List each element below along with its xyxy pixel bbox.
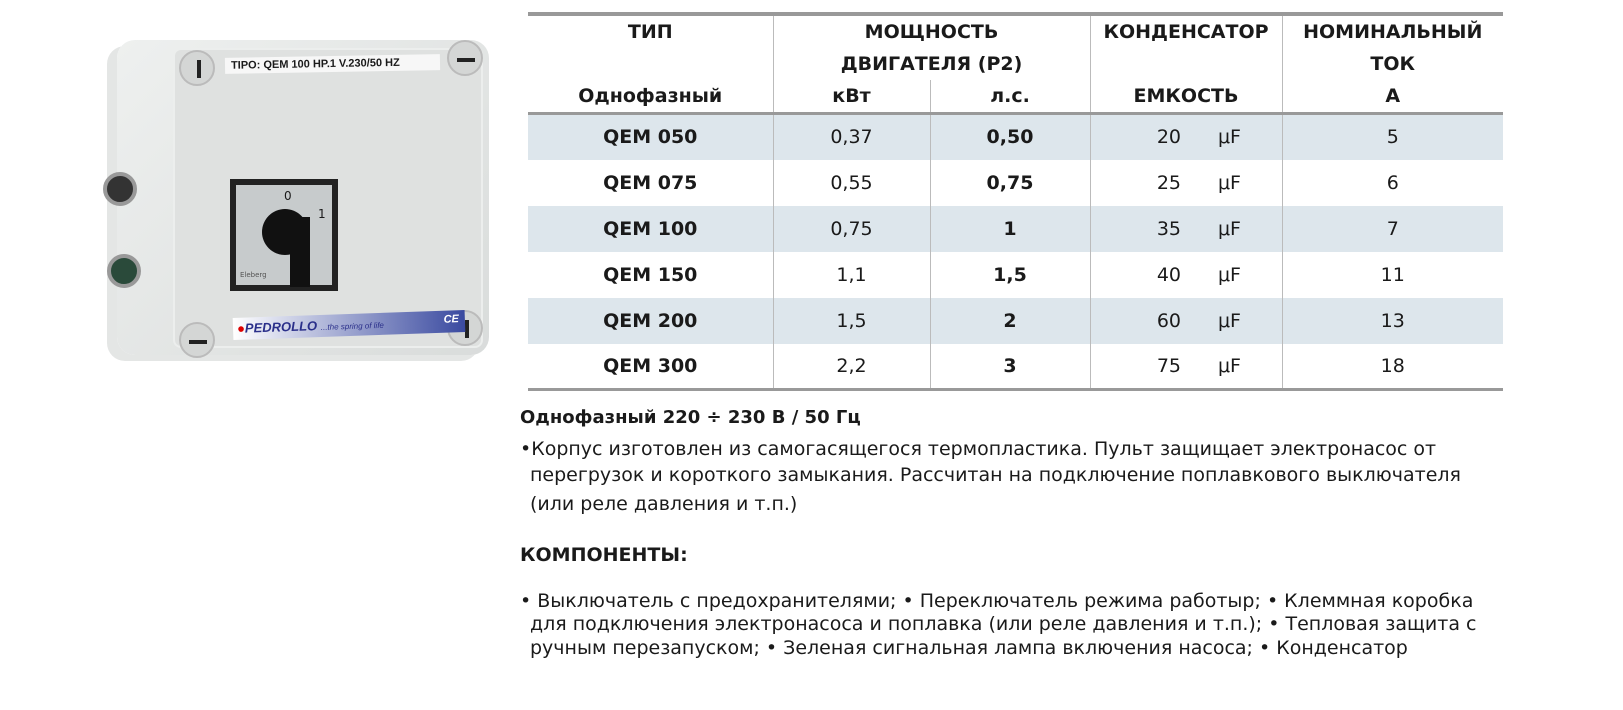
header-current-2: ТОК (1281, 48, 1503, 80)
header-power: МОЩНОСТЬ (772, 14, 1090, 48)
cell-hp: 2 (929, 297, 1090, 344)
cap-unit: μF (1217, 126, 1241, 149)
spec-table: ТИП МОЩНОСТЬ КОНДЕНСАТОР НОМИНАЛЬНЫЙ ДВИ… (528, 12, 1503, 391)
cap-value: 75 (1156, 354, 1181, 377)
cap-unit: μF (1217, 171, 1241, 194)
table-row: QEM 300 2,2 3 75 μF 18 (528, 343, 1503, 390)
cell-capacitor: 40 μF (1089, 251, 1282, 298)
cell-capacitor: 35 μF (1089, 205, 1282, 252)
cell-capacitor: 20 μF (1089, 113, 1282, 160)
cell-kw: 1,1 (772, 251, 930, 298)
description-line: (или реле давления и т.п.) (530, 493, 798, 515)
components-line: • Выключатель с предохранителями; • Пере… (520, 590, 1474, 612)
cell-current: 7 (1281, 205, 1503, 252)
cell-kw: 0,75 (772, 205, 930, 252)
header-capacity: ЕМКОСТЬ (1089, 80, 1282, 115)
components-line: ручным перезапуском; • Зеленая сигнальна… (530, 637, 1408, 659)
header-power-2: ДВИГАТЕЛЯ (P2) (772, 48, 1090, 80)
product-image: TIPO: QEM 100 HP.1 V.230/50 HZ 0 1 Elebe… (95, 32, 495, 362)
cell-hp: 0,75 (929, 159, 1090, 206)
header-kw: кВт (772, 80, 930, 115)
cell-kw: 1,5 (772, 297, 930, 344)
cell-type: QEM 150 (603, 263, 698, 286)
cell-hp: 1,5 (929, 251, 1090, 298)
cell-current: 13 (1281, 297, 1503, 344)
reset-button-icon (107, 254, 141, 288)
screw-icon (179, 322, 215, 358)
cell-type: QEM 200 (528, 297, 773, 344)
cell-current: 11 (1281, 251, 1503, 298)
screw-icon (447, 40, 483, 76)
table-row: QEM 200 1,5 2 60 μF 13 (528, 297, 1503, 344)
cell-current: 6 (1281, 159, 1503, 206)
components-heading: КОМПОНЕНТЫ: (520, 544, 688, 566)
cap-unit: μF (1217, 309, 1241, 332)
cell-kw: 0,37 (772, 113, 930, 160)
cell-type: QEM 100 (528, 205, 773, 252)
description-heading: Однофазный 220 ÷ 230 В / 50 Гц (520, 407, 861, 428)
cell-type: QEM 300 (603, 354, 698, 377)
cell-hp: 0,50 (929, 113, 1090, 160)
header-current-unit: А (1281, 80, 1503, 115)
description-line: перегрузок и короткого замыкания. Рассчи… (530, 464, 1461, 486)
description-line: •Корпус изготовлен из самогасящегося тер… (520, 438, 1437, 460)
screw-icon (179, 50, 215, 86)
brand-slogan: ...the spring of life (320, 320, 385, 332)
table-row: QEM 075 0,55 0,75 25 μF 6 (528, 159, 1503, 206)
header-current: НОМИНАЛЬНЫЙ (1281, 14, 1503, 48)
cell-capacitor: 60 μF (1089, 297, 1282, 344)
cell-kw: 0,55 (772, 159, 930, 206)
cell-current: 18 (1281, 343, 1503, 390)
cap-value: 20 (1156, 126, 1181, 149)
cell-capacitor: 25 μF (1089, 159, 1282, 206)
cell-hp: 3 (929, 343, 1090, 390)
table-row: QEM 150 1,1 1,5 40 μF 11 (528, 251, 1503, 298)
cell-capacitor: 75 μF (1089, 343, 1282, 390)
cell-kw: 2,2 (772, 343, 930, 390)
signal-lamp-icon (103, 172, 137, 206)
cell-current: 5 (1281, 113, 1503, 160)
switch-position-0: 0 (284, 189, 292, 203)
header-type: ТИП (627, 21, 673, 43)
table-row: QEM 050 0,37 0,50 20 μF 5 (528, 113, 1503, 160)
switch-brand: Eleberg (240, 271, 267, 279)
brand-logo: PEDROLLO (244, 318, 318, 336)
cap-value: 40 (1156, 263, 1181, 286)
cap-value: 35 (1156, 217, 1181, 240)
cap-value: 60 (1156, 309, 1181, 332)
cell-type: QEM 050 (528, 113, 773, 160)
cap-unit: μF (1217, 217, 1241, 240)
header-capacitor: КОНДЕНСАТОР (1089, 14, 1282, 48)
cap-unit: μF (1217, 263, 1241, 286)
cap-unit: μF (1217, 354, 1241, 377)
header-hp: л.с. (929, 80, 1090, 115)
cell-type: QEM 075 (603, 171, 698, 194)
cap-value: 25 (1156, 171, 1181, 194)
header-type-sub: Однофазный (528, 80, 773, 115)
cell-hp: 1 (929, 205, 1090, 252)
table-row: QEM 100 0,75 1 35 μF 7 (528, 205, 1503, 252)
components-line: для подключения электронасоса и поплавка… (530, 613, 1477, 635)
ce-mark: CE (443, 313, 460, 326)
switch-position-1: 1 (318, 207, 326, 221)
rotary-switch: 0 1 Eleberg (230, 179, 338, 291)
